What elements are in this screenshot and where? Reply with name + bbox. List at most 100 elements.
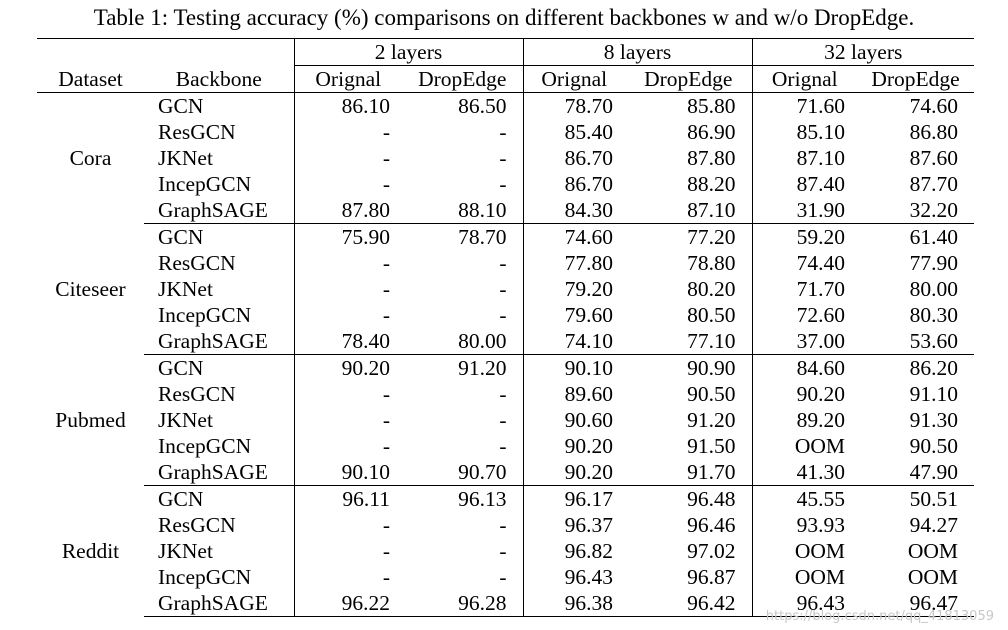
- cell-original: 86.10: [341, 94, 390, 118]
- backbone-name: ResGCN: [144, 119, 295, 145]
- cell-original: 87.40: [796, 172, 845, 196]
- cell-dropedge: 85.80: [625, 92, 753, 119]
- cell-original: 93.93: [796, 513, 845, 537]
- cell-dropedge: 77.20: [625, 223, 753, 250]
- cell-dropedge: -: [402, 564, 524, 590]
- backbone-name: GCN: [144, 485, 295, 512]
- cell-dropedge: 80.00: [909, 277, 958, 301]
- cell-original: 72.60: [796, 303, 845, 327]
- cell-dropedge: 91.20: [402, 354, 524, 381]
- cell-original: 74.10: [523, 328, 625, 355]
- cell-dropedge: -: [402, 171, 524, 197]
- cell-original: 90.20: [796, 382, 845, 406]
- table-row: GraphSAGE 87.80 88.10 84.30 87.10 31.90 32.20: [37, 197, 974, 224]
- backbone-name: ResGCN: [144, 250, 295, 276]
- cell-original: -: [382, 251, 390, 275]
- backbone-header: Backbone: [144, 65, 295, 93]
- cell-original: -: [382, 146, 390, 170]
- cell-dropedge: 50.51: [909, 487, 958, 511]
- cell-dropedge: 80.00: [402, 328, 524, 355]
- cell-dropedge: 96.42: [625, 590, 753, 617]
- cell-dropedge: OOM: [907, 539, 958, 563]
- cell-original: -: [382, 539, 390, 563]
- results-table: 2 layers 8 layers 32 layers Dataset Back…: [37, 38, 974, 617]
- table-row: JKNet - - 86.70 87.80 87.10 87.60: [37, 145, 974, 171]
- table-row: Cora GCN 86.10 86.50 78.70 85.80 71.60 74.60: [37, 92, 974, 170]
- dataset-name: Citeseer: [55, 277, 126, 301]
- cell-dropedge: -: [402, 433, 524, 459]
- backbone-name: IncepGCN: [144, 433, 295, 459]
- cell-dropedge: -: [402, 145, 524, 171]
- cell-original: 84.30: [523, 197, 625, 224]
- table-row: IncepGCN - - 90.20 91.50 OOM 90.50: [37, 433, 974, 459]
- cell-dropedge: 96.87: [625, 564, 753, 590]
- cell-dropedge: -: [402, 250, 524, 276]
- watermark: https://blog.csdn.net/qq_41813059: [765, 609, 994, 624]
- table-row: Reddit GCN 96.11 96.13 96.17 96.48 45.55 50.51: [37, 485, 974, 563]
- cell-dropedge: 80.30: [909, 303, 958, 327]
- group-header-2-layers: 2 layers: [294, 38, 524, 66]
- cell-original: 79.60: [564, 303, 613, 327]
- cell-original: 96.17: [564, 487, 613, 511]
- cell-dropedge: 78.70: [402, 223, 524, 250]
- cell-dropedge: 80.20: [625, 276, 753, 302]
- cell-original: 77.80: [564, 251, 613, 275]
- cell-dropedge: 90.50: [909, 434, 958, 458]
- cell-dropedge: 77.90: [909, 251, 958, 275]
- cell-original: OOM: [794, 434, 845, 458]
- cell-original: 96.11: [342, 487, 390, 511]
- cell-original: -: [382, 172, 390, 196]
- cell-original: 59.20: [796, 225, 845, 249]
- cell-dropedge: 91.10: [909, 382, 958, 406]
- cell-original: 37.00: [752, 328, 857, 355]
- dataset-name: Pubmed: [55, 408, 126, 432]
- cell-dropedge: 88.10: [402, 197, 524, 224]
- cell-dropedge: 87.10: [625, 197, 753, 224]
- cell-original: 96.22: [294, 590, 402, 617]
- cell-original: 41.30: [752, 459, 857, 486]
- table-row: JKNet - - 79.20 80.20 71.70 80.00: [37, 276, 974, 302]
- backbone-name: IncepGCN: [144, 564, 295, 590]
- backbone-name: JKNet: [144, 145, 295, 171]
- cell-dropedge: 87.80: [625, 145, 753, 171]
- cell-dropedge: 61.40: [909, 225, 958, 249]
- cell-dropedge: -: [402, 407, 524, 433]
- cell-original: -: [382, 120, 390, 144]
- cell-dropedge: 87.60: [909, 146, 958, 170]
- table-row: ResGCN - - 96.37 96.46 93.93 94.27: [37, 512, 974, 538]
- cell-original: -: [382, 303, 390, 327]
- cell-original: 96.43: [564, 565, 613, 589]
- cell-original: 90.10: [564, 356, 613, 380]
- cell-original: 78.40: [294, 328, 402, 355]
- table-row: JKNet - - 96.82 97.02 OOM OOM: [37, 538, 974, 564]
- backbone-name: GraphSAGE: [144, 197, 295, 224]
- cell-dropedge: 91.70: [625, 459, 753, 486]
- cell-dropedge: 96.46: [625, 512, 753, 538]
- cell-dropedge: 86.80: [909, 120, 958, 144]
- cell-dropedge: 90.90: [625, 354, 753, 381]
- cell-original: -: [382, 513, 390, 537]
- cell-original: 45.55: [796, 487, 845, 511]
- cell-dropedge: 90.50: [625, 381, 753, 407]
- cell-original: 74.40: [796, 251, 845, 275]
- cell-original: 90.10: [294, 459, 402, 486]
- cell-dropedge: 78.80: [625, 250, 753, 276]
- cell-original: -: [382, 382, 390, 406]
- table-row: Citeseer GCN 75.90 78.70 74.60 77.20 59.20 61.4…: [37, 223, 974, 301]
- cell-original: OOM: [794, 539, 845, 563]
- cell-original: 71.60: [796, 94, 845, 118]
- cell-dropedge: 77.10: [625, 328, 753, 355]
- cell-original: 75.90: [341, 225, 390, 249]
- backbone-name: JKNet: [144, 407, 295, 433]
- cell-original: -: [382, 277, 390, 301]
- cell-dropedge: -: [402, 119, 524, 145]
- cell-original: 96.38: [523, 590, 625, 617]
- cell-original: -: [382, 408, 390, 432]
- backbone-name: GCN: [144, 223, 295, 250]
- cell-dropedge: 91.30: [909, 408, 958, 432]
- cell-dropedge: 87.70: [909, 172, 958, 196]
- cell-dropedge: 94.27: [909, 513, 958, 537]
- cell-original: 79.20: [564, 277, 613, 301]
- cell-original: 87.80: [294, 197, 402, 224]
- table-row: ResGCN - - 77.80 78.80 74.40 77.90: [37, 250, 974, 276]
